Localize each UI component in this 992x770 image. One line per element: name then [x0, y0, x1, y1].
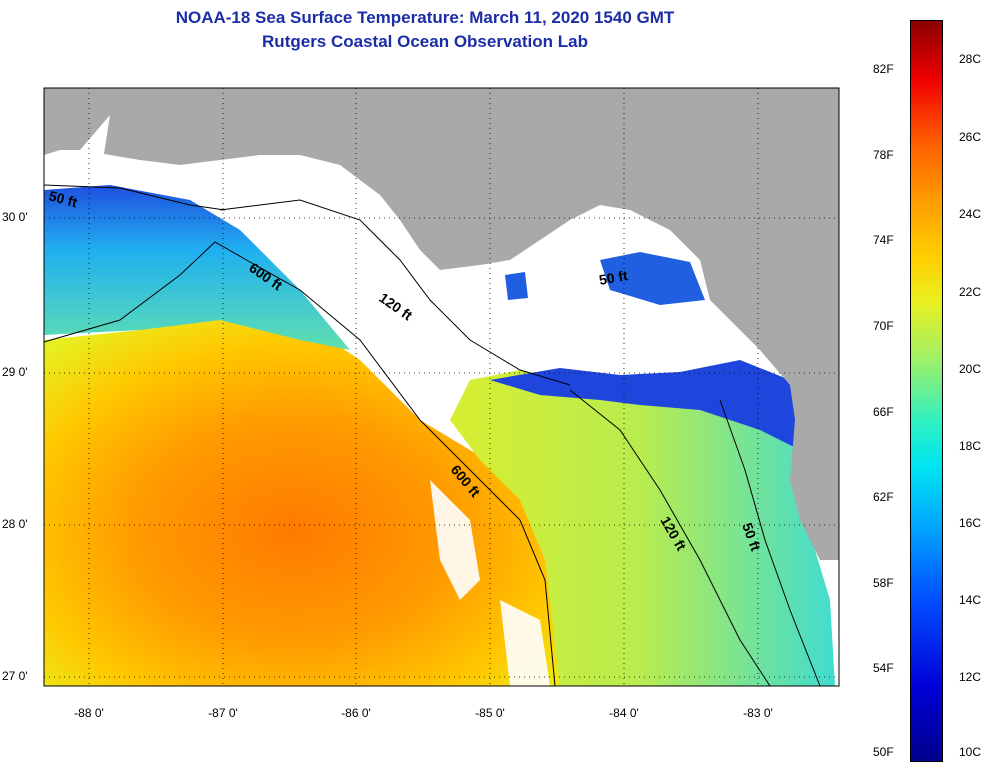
- contour-50ft-nw: [43, 184, 226, 211]
- colorbar-c-label: 24C: [959, 207, 982, 221]
- colorbar-f-label: 70F: [873, 319, 894, 333]
- colorbar-f-label: 62F: [873, 490, 894, 504]
- lon-tick-label: -86 0': [341, 706, 371, 720]
- temperature-colorbar: [910, 20, 943, 762]
- lon-tick-label: -84 0': [609, 706, 639, 720]
- colorbar-f-label: 58F: [873, 576, 894, 590]
- land-area: [44, 88, 839, 560]
- lon-tick-label: -85 0': [475, 706, 505, 720]
- lat-tick-label: 27 0': [2, 669, 28, 683]
- map-frame: [43, 87, 840, 687]
- lat-tick-label: 30 0': [2, 210, 28, 224]
- lat-tick-label: 28 0': [2, 517, 28, 531]
- eastern-water-region: [450, 370, 835, 686]
- map-subtitle: Rutgers Coastal Ocean Observation Lab: [262, 32, 588, 51]
- lon-tick-label: -83 0': [743, 706, 773, 720]
- colorbar-c-label: 12C: [959, 670, 982, 684]
- colorbar-c-label: 16C: [959, 516, 982, 530]
- land-lowlands: [44, 115, 110, 185]
- colorbar-f-label: 74F: [873, 233, 894, 247]
- colorbar-c-label: 22C: [959, 285, 982, 299]
- contour-600ft: [43, 241, 556, 687]
- colorbar-c-label: 28C: [959, 52, 982, 66]
- lat-tick-label: 29 0': [2, 365, 28, 379]
- colorbar-c-label: 10C: [959, 745, 982, 759]
- lon-tick-label: -88 0': [74, 706, 104, 720]
- colorbar-c-label: 20C: [959, 362, 982, 376]
- contour-label: 50 ft: [47, 187, 79, 210]
- cool-nw-region: [44, 185, 350, 350]
- contour-120ft: [219, 199, 571, 386]
- colorbar-c-label: 18C: [959, 439, 982, 453]
- colorbar-c-label: 14C: [959, 593, 982, 607]
- colorbar-c-label: 26C: [959, 130, 982, 144]
- colorbar-f-label: 66F: [873, 405, 894, 419]
- cloud-patch: [430, 480, 480, 600]
- colorbar-f-label: 50F: [873, 745, 894, 759]
- cold-patch-small: [505, 272, 528, 300]
- map-title: NOAA-18 Sea Surface Temperature: March 1…: [175, 8, 675, 27]
- colorbar-f-label: 54F: [873, 661, 894, 675]
- cloud-patch: [500, 600, 550, 686]
- contour-50ft-east: [719, 399, 821, 687]
- colorbar-f-label: 78F: [873, 148, 894, 162]
- colorbar-f-label: 82F: [873, 62, 894, 76]
- cold-shelf-east: [490, 360, 805, 450]
- cold-patch-bay: [600, 252, 705, 305]
- contour-label: 50 ft: [598, 267, 629, 288]
- lon-tick-label: -87 0': [208, 706, 238, 720]
